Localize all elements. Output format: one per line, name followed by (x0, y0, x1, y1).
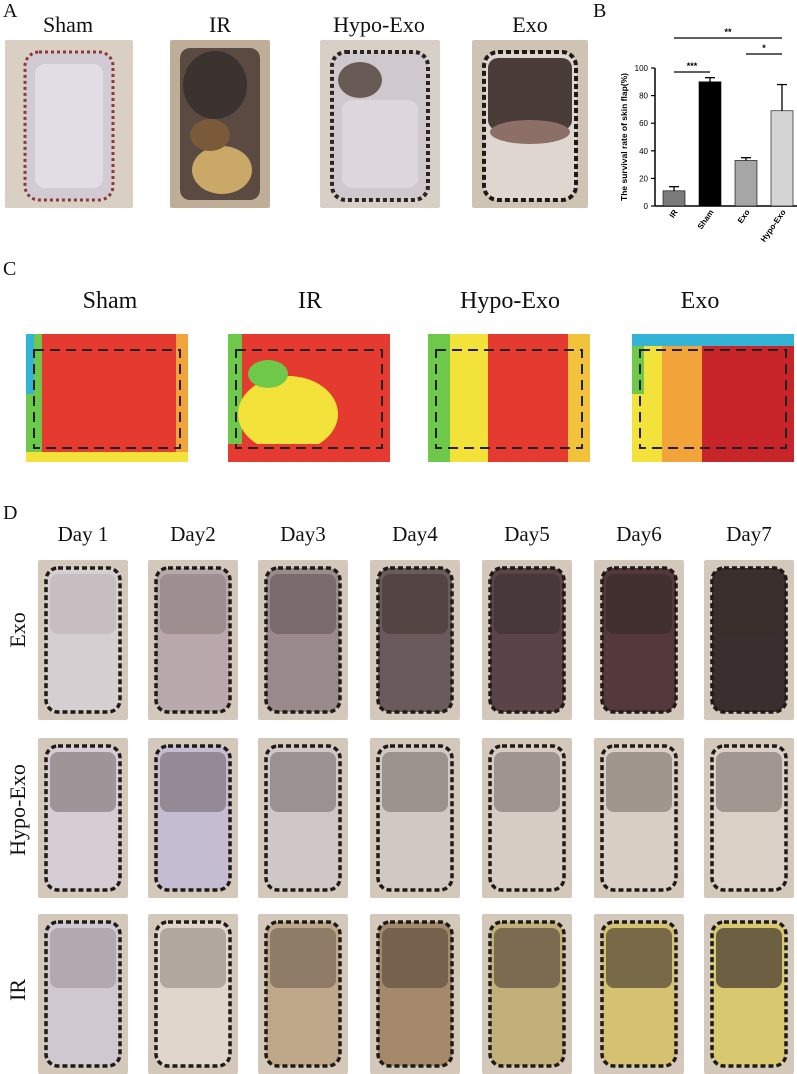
y-tick-label: 0 (644, 202, 649, 211)
panel-c-header-hypo-exo: Hypo-Exo (460, 288, 560, 314)
x-tick-label: IR (668, 208, 680, 220)
bar-sham (698, 81, 722, 207)
y-axis-label: The survival rate of skin flap(%) (619, 73, 629, 201)
panel-letter-c: C (3, 258, 17, 280)
flap-photo-exo (472, 40, 588, 208)
flap-photo (482, 738, 572, 898)
flap-photo (258, 738, 348, 898)
day-header: Day7 (726, 522, 772, 546)
thermal-map-sham (26, 334, 188, 462)
flap-photo (594, 738, 684, 898)
flap-photo (594, 914, 684, 1074)
y-tick-label: 60 (639, 119, 648, 128)
panel-a-header-sham: Sham (42, 12, 94, 37)
y-tick-label: 40 (639, 147, 648, 156)
day-header: Day2 (170, 522, 216, 546)
thermal-map-exo (632, 334, 794, 462)
panel-letter-d: D (3, 502, 18, 524)
panel-letter-b: B (593, 0, 607, 22)
thermal-map-hypo-exo (428, 334, 590, 462)
flap-photo-sham (5, 40, 133, 208)
bar-exo (734, 160, 758, 207)
thermal-map-ir (228, 334, 390, 462)
flap-photo (38, 914, 128, 1074)
bar-ir (662, 190, 686, 207)
panel-a-header-hypo-exo: Hypo-Exo (333, 12, 425, 37)
flap-photo (258, 560, 348, 720)
flap-photo (38, 560, 128, 720)
row-label-ir: IR (5, 979, 30, 1001)
flap-photo (258, 914, 348, 1074)
day-header: Day5 (504, 522, 550, 546)
bar-hypo-exo (770, 110, 794, 207)
flap-photo (482, 560, 572, 720)
flap-photo (38, 738, 128, 898)
flap-photo (148, 914, 238, 1074)
significance-label: * (762, 43, 766, 53)
y-tick-label: 100 (635, 64, 649, 73)
day-header: Day 1 (57, 522, 109, 546)
row-label-hypo-exo: Hypo-Exo (5, 764, 30, 856)
row-label-exo: Exo (5, 612, 30, 648)
panel-letter-a: A (3, 0, 18, 22)
flap-photo-ir (170, 40, 270, 208)
flap-photo (370, 738, 460, 898)
flap-photo (704, 738, 794, 898)
flap-photo (370, 914, 460, 1074)
y-tick-label: 20 (639, 174, 648, 183)
flap-photo (594, 560, 684, 720)
flap-photo (482, 914, 572, 1074)
day-header: Day3 (280, 522, 326, 546)
flap-photo (148, 560, 238, 720)
x-tick-label: Hypo-Exo (759, 208, 788, 244)
flap-photo (704, 560, 794, 720)
flap-photo-hypo-exo (320, 40, 440, 208)
x-tick-label: Exo (736, 208, 752, 225)
flap-photo (148, 738, 238, 898)
day-header: Day4 (392, 522, 438, 546)
significance-label: *** (687, 61, 698, 71)
survival-rate-chart: 0 20 40 60 80 100 The survival rate of skin fl… (619, 28, 797, 244)
day-header: Day6 (616, 522, 662, 546)
panel-a-header-ir: IR (209, 12, 231, 37)
panel-c-header-ir: IR (298, 288, 322, 314)
panel-c-header-exo: Exo (680, 288, 720, 314)
panel-c-header-sham: Sham (82, 288, 138, 314)
flap-photo (370, 560, 460, 720)
x-tick-label: Sham (696, 208, 716, 231)
panel-a-header-exo: Exo (512, 12, 548, 37)
significance-label: ** (724, 28, 732, 37)
flap-photo (704, 914, 794, 1074)
y-tick-label: 80 (639, 92, 648, 101)
